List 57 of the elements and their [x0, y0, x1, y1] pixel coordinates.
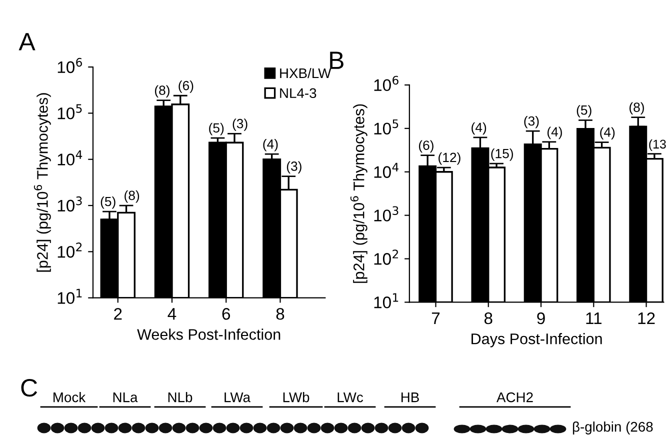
annotation: (4) [600, 127, 615, 140]
y-tick-label: 10$^{6}$ [374, 76, 398, 92]
annotation: (3) [524, 116, 539, 128]
text: HB [401, 392, 419, 402]
text: β-globin (268 [572, 422, 653, 434]
text: ACH2 [496, 392, 533, 402]
annotation: (8) [629, 102, 644, 115]
x-tick-label: 8 [484, 312, 492, 324]
x-axis-title: Weeks Post-Infection [137, 328, 280, 340]
y-tick-label: 10$^{5}$ [58, 104, 82, 120]
y-tick-label: 10$^{5}$ [374, 119, 398, 135]
y-axis-title: [p24] (pg/10$^{6}$ Thymocytes) [350, 104, 368, 283]
annotation: (8) [124, 190, 140, 203]
annotation: (6) [418, 140, 434, 153]
annotation: (8) [154, 85, 170, 98]
annotation: (4) [547, 126, 562, 140]
chart-title: B [330, 52, 344, 69]
x-tick-label: 8 [276, 308, 284, 320]
x-tick-label: 4 [168, 308, 176, 320]
y-tick-label: 10$^{1}$ [374, 293, 398, 308]
y-tick-label: 10$^{3}$ [58, 196, 82, 212]
annotation: (4) [263, 139, 278, 152]
text: LWa [224, 392, 251, 402]
text: LWb [283, 392, 310, 402]
y-axis-title: [p24] (pg/10$^{6}$ Thymocytes) [34, 93, 51, 272]
annotation: (13 [649, 139, 666, 152]
annotation: (5) [209, 122, 224, 136]
y-tick-label: 10$^{4}$ [374, 162, 399, 178]
y-tick-label: 10$^{2}$ [374, 250, 398, 265]
x-tick-label: 9 [537, 312, 545, 324]
y-tick-label: 10$^{2}$ [58, 242, 82, 258]
y-tick-label: 10$^{6}$ [58, 58, 82, 74]
legend-label: NL4-3 [280, 88, 316, 98]
x-tick-label: 12 [638, 312, 655, 324]
x-tick-label: 6 [222, 308, 230, 320]
annotation: (6) [178, 80, 194, 93]
annotation: (4) [472, 122, 486, 135]
text: LWc [338, 392, 364, 402]
chart-title: A [18, 33, 36, 50]
annotation: (3) [232, 118, 248, 131]
annotation: (5) [576, 105, 592, 118]
text: C [21, 378, 38, 397]
x-tick-label: 11 [586, 312, 602, 324]
annotation: (3) [286, 161, 302, 174]
annotation: (12) [438, 152, 460, 165]
text: NLa [113, 392, 138, 402]
x-tick-label: 7 [432, 312, 440, 324]
y-tick-label: 10$^{1}$ [58, 288, 82, 304]
annotation: (5) [100, 196, 116, 209]
y-tick-label: 10$^{3}$ [374, 206, 398, 222]
x-tick-label: 2 [114, 308, 122, 320]
annotation: (15) [491, 148, 514, 161]
x-axis-title: Days Post-Infection [472, 333, 602, 348]
y-tick-label: 10$^{4}$ [58, 150, 82, 166]
text: NLb [168, 392, 192, 402]
legend-label: HXB/LW [280, 68, 332, 78]
text: Mock [54, 392, 86, 402]
